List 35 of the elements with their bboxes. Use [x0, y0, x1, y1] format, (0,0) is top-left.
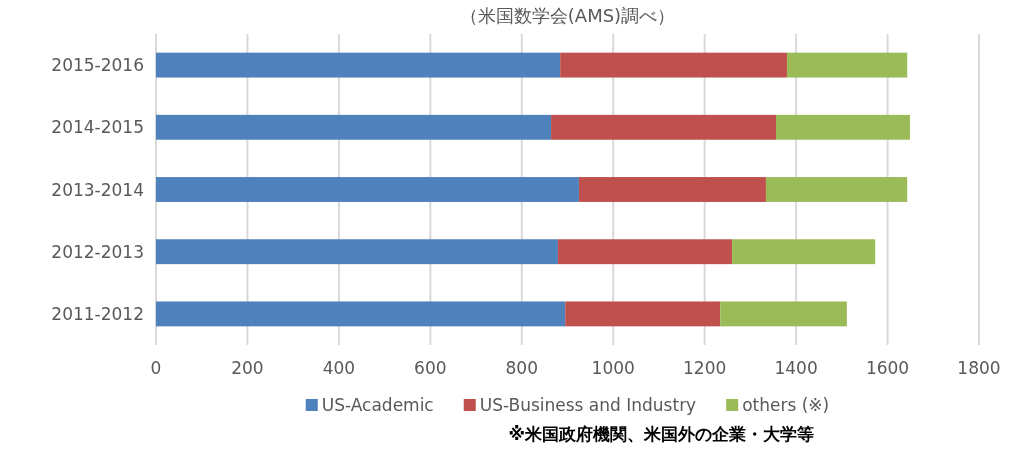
y-tick-label: 2012-2013 — [51, 241, 144, 262]
x-tick-label: 600 — [414, 358, 447, 378]
x-tick-label: 200 — [231, 358, 264, 378]
bar — [765, 177, 908, 202]
y-tick-label: 2011-2012 — [51, 303, 144, 324]
x-tick-label: 400 — [322, 358, 356, 378]
bar — [786, 52, 908, 78]
bar — [156, 301, 566, 327]
x-tick-label: 1600 — [865, 358, 910, 378]
bar — [578, 177, 766, 202]
bar — [775, 114, 910, 140]
bar — [156, 114, 552, 140]
bar — [156, 177, 579, 202]
bar — [156, 52, 561, 78]
bar — [156, 239, 558, 265]
bar — [560, 52, 787, 78]
bar — [720, 301, 847, 327]
x-tick-label: 1800 — [957, 358, 1001, 378]
bar — [551, 114, 776, 140]
chart-title: （米国数学会(AMS)調べ） — [459, 5, 676, 26]
legend-label: US-Business and Industry — [479, 395, 697, 415]
y-tick-label: 2015-2016 — [51, 55, 144, 76]
legend-label: US-Academic — [321, 395, 434, 415]
legend-label: others (※) — [742, 395, 830, 415]
x-tick-label: 800 — [505, 358, 538, 378]
x-tick-label: 1400 — [774, 358, 818, 378]
x-tick-label: 0 — [150, 358, 162, 378]
bar — [565, 301, 721, 327]
y-tick-label: 2013-2014 — [51, 179, 144, 200]
text: ※米国政府機関、米国外の企業・大学等 — [508, 424, 814, 444]
x-tick-label: 1200 — [683, 358, 727, 378]
y-tick-label: 2014-2015 — [51, 117, 144, 138]
bar — [732, 239, 876, 265]
x-tick-label: 1000 — [591, 358, 635, 378]
bar — [557, 239, 733, 265]
